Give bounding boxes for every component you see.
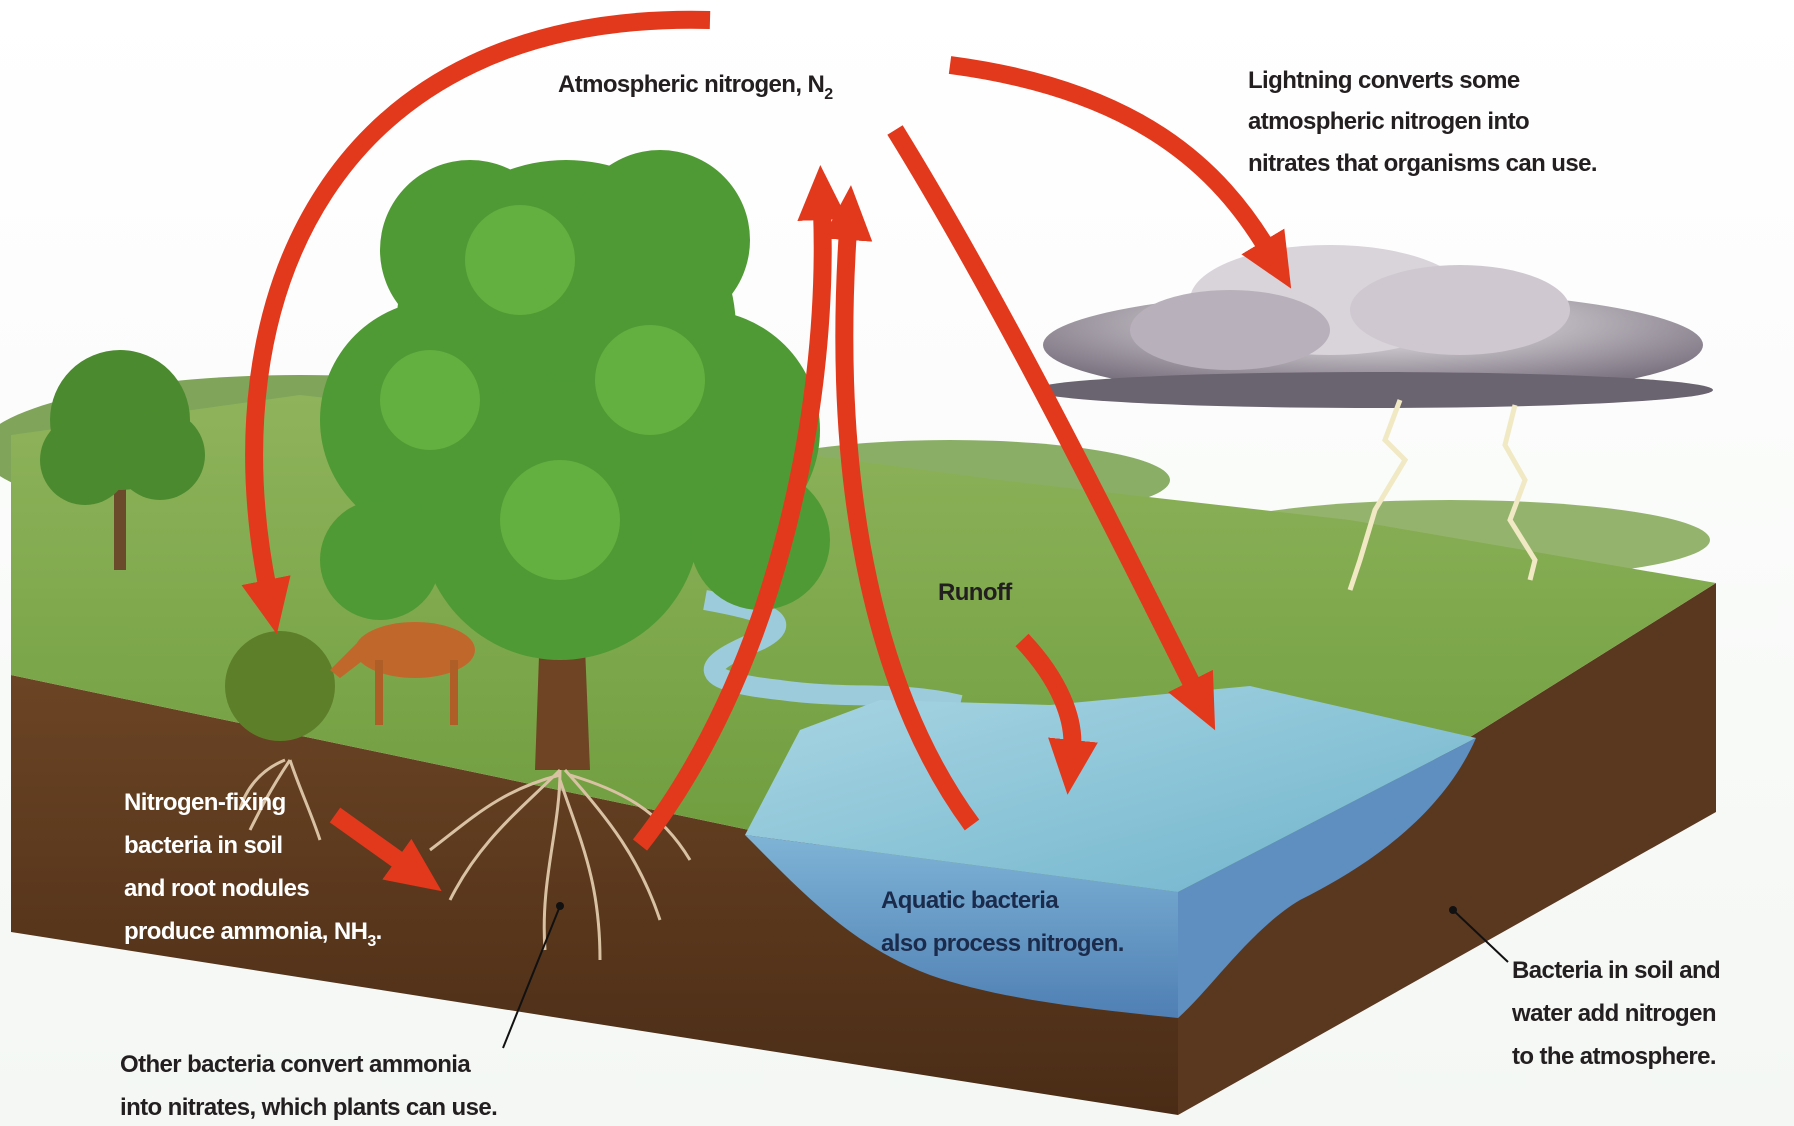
pointer-dot: [1449, 906, 1457, 914]
denitrifying-label: Bacteria in soil and water add nitrogen …: [1511, 957, 1726, 1070]
label-line: bacteria in soil: [124, 832, 282, 859]
label-line: nitrates that organisms can use.: [1248, 150, 1597, 177]
page: Atmospheric nitrogen, N2 Lightning conve…: [0, 0, 1794, 1126]
label-line: into nitrates, which plants can use.: [120, 1094, 497, 1121]
label-line: atmospheric nitrogen into: [1248, 108, 1529, 135]
label-line: Nitrogen-fixing: [124, 789, 286, 816]
label-subscript: 2: [824, 86, 833, 103]
label-line: water add nitrogen: [1511, 1000, 1716, 1027]
nitrogen-cycle-diagram: Atmospheric nitrogen, N2 Lightning conve…: [0, 0, 1794, 1126]
label-line: Lightning converts some: [1248, 67, 1520, 94]
label-line: Other bacteria convert ammonia: [120, 1051, 471, 1078]
pointer-dot: [556, 902, 564, 910]
label-line: Bacteria in soil and: [1512, 957, 1720, 984]
runoff-label: Runoff: [938, 579, 1013, 606]
label-line: to the atmosphere.: [1512, 1043, 1716, 1070]
bush: [225, 631, 335, 741]
label-line: also process nitrogen.: [881, 930, 1124, 957]
label-line: and root nodules: [124, 875, 309, 902]
label-suffix: .: [376, 918, 382, 945]
label-text: Atmospheric nitrogen, N: [558, 71, 824, 98]
label-line: produce ammonia, NH: [124, 918, 367, 945]
label-line: Aquatic bacteria: [881, 887, 1059, 914]
